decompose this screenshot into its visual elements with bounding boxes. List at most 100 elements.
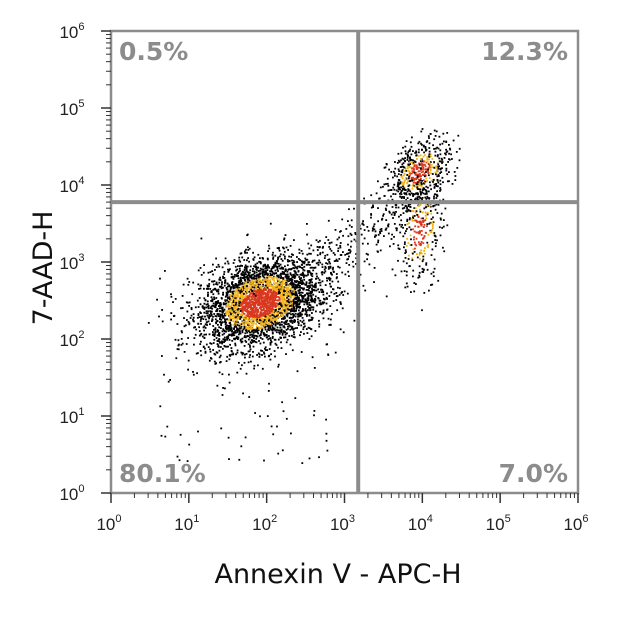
event-dot	[426, 161, 429, 163]
event-dot	[289, 268, 292, 271]
event-dot	[254, 412, 256, 414]
event-dot	[291, 322, 294, 324]
event-dot	[353, 207, 355, 210]
event-dot	[428, 150, 431, 153]
event-dot	[207, 310, 210, 313]
event-dot	[398, 182, 401, 185]
event-dot	[288, 292, 291, 295]
event-dot	[265, 278, 268, 281]
event-dot	[285, 246, 288, 249]
event-dot	[266, 298, 269, 300]
event-dot	[219, 307, 221, 310]
event-dot	[193, 343, 195, 346]
event-dot	[430, 164, 433, 166]
event-dot	[293, 274, 296, 277]
event-dot	[271, 278, 274, 281]
event-dot	[198, 288, 200, 290]
event-dot	[422, 144, 425, 147]
event-dot	[251, 355, 254, 358]
event-dot	[318, 279, 321, 281]
event-dot	[319, 311, 322, 313]
event-dot	[302, 326, 305, 329]
event-dot	[398, 223, 401, 226]
event-dot	[414, 173, 417, 176]
event-dot	[419, 258, 421, 260]
event-dot	[235, 269, 237, 272]
event-dot	[435, 166, 437, 169]
event-dot	[282, 313, 285, 316]
event-dot	[311, 318, 314, 321]
event-dot	[278, 303, 281, 306]
event-dot	[432, 271, 435, 274]
event-dot	[421, 160, 424, 163]
event-dot	[198, 297, 201, 299]
event-dot	[327, 219, 330, 222]
event-dot	[248, 247, 251, 250]
event-dot	[282, 317, 285, 319]
event-dot	[263, 324, 266, 327]
event-dot	[273, 296, 276, 298]
event-dot	[264, 303, 267, 306]
event-dot	[302, 276, 305, 279]
event-dot	[420, 175, 422, 178]
event-dot	[423, 151, 425, 154]
event-dot	[393, 236, 395, 238]
event-dot	[322, 309, 325, 312]
event-dot	[261, 309, 264, 311]
event-dot	[294, 301, 296, 304]
event-dot	[423, 268, 425, 271]
event-dot	[220, 307, 223, 309]
event-dot	[291, 299, 293, 302]
event-dot	[412, 159, 414, 162]
event-dot	[403, 174, 405, 177]
event-dot	[399, 188, 402, 191]
event-dot	[427, 244, 430, 246]
event-dot	[252, 284, 255, 287]
event-dot	[258, 277, 261, 280]
event-dot	[275, 272, 278, 274]
event-dot	[263, 279, 265, 281]
event-dot	[296, 302, 298, 304]
event-dot	[269, 316, 272, 319]
event-dot	[244, 271, 247, 273]
event-dot	[273, 318, 276, 320]
event-dot	[226, 304, 229, 307]
event-dot	[278, 298, 281, 301]
event-dot	[253, 301, 256, 304]
event-dot	[261, 320, 264, 322]
event-dot	[420, 171, 423, 174]
event-dot	[291, 294, 293, 297]
event-dot	[388, 210, 391, 213]
event-dot	[229, 343, 231, 346]
event-dot	[432, 205, 435, 207]
event-dot	[256, 330, 258, 333]
event-dot	[261, 329, 263, 331]
event-dot	[248, 283, 251, 286]
event-dot	[231, 295, 234, 298]
event-dot	[341, 307, 344, 310]
event-dot	[272, 272, 275, 275]
event-dot	[223, 345, 226, 347]
event-dot	[255, 319, 257, 322]
event-dot	[221, 281, 223, 284]
event-dot	[287, 249, 289, 251]
event-dot	[305, 281, 308, 284]
event-dot	[257, 270, 260, 272]
event-dot	[231, 304, 234, 307]
event-dot	[412, 167, 415, 169]
event-dot	[329, 277, 332, 280]
event-dot	[236, 268, 238, 271]
event-dot	[441, 161, 444, 163]
event-dot	[393, 183, 396, 186]
event-dot	[251, 330, 253, 333]
event-dot	[203, 329, 205, 332]
event-dot	[291, 262, 294, 264]
event-dot	[431, 223, 434, 226]
event-dot	[259, 319, 261, 321]
event-dot	[307, 273, 309, 276]
event-dot	[413, 219, 415, 222]
event-dot	[272, 286, 275, 288]
event-dot	[327, 353, 329, 356]
event-dot	[263, 280, 266, 283]
event-dot	[348, 275, 350, 277]
